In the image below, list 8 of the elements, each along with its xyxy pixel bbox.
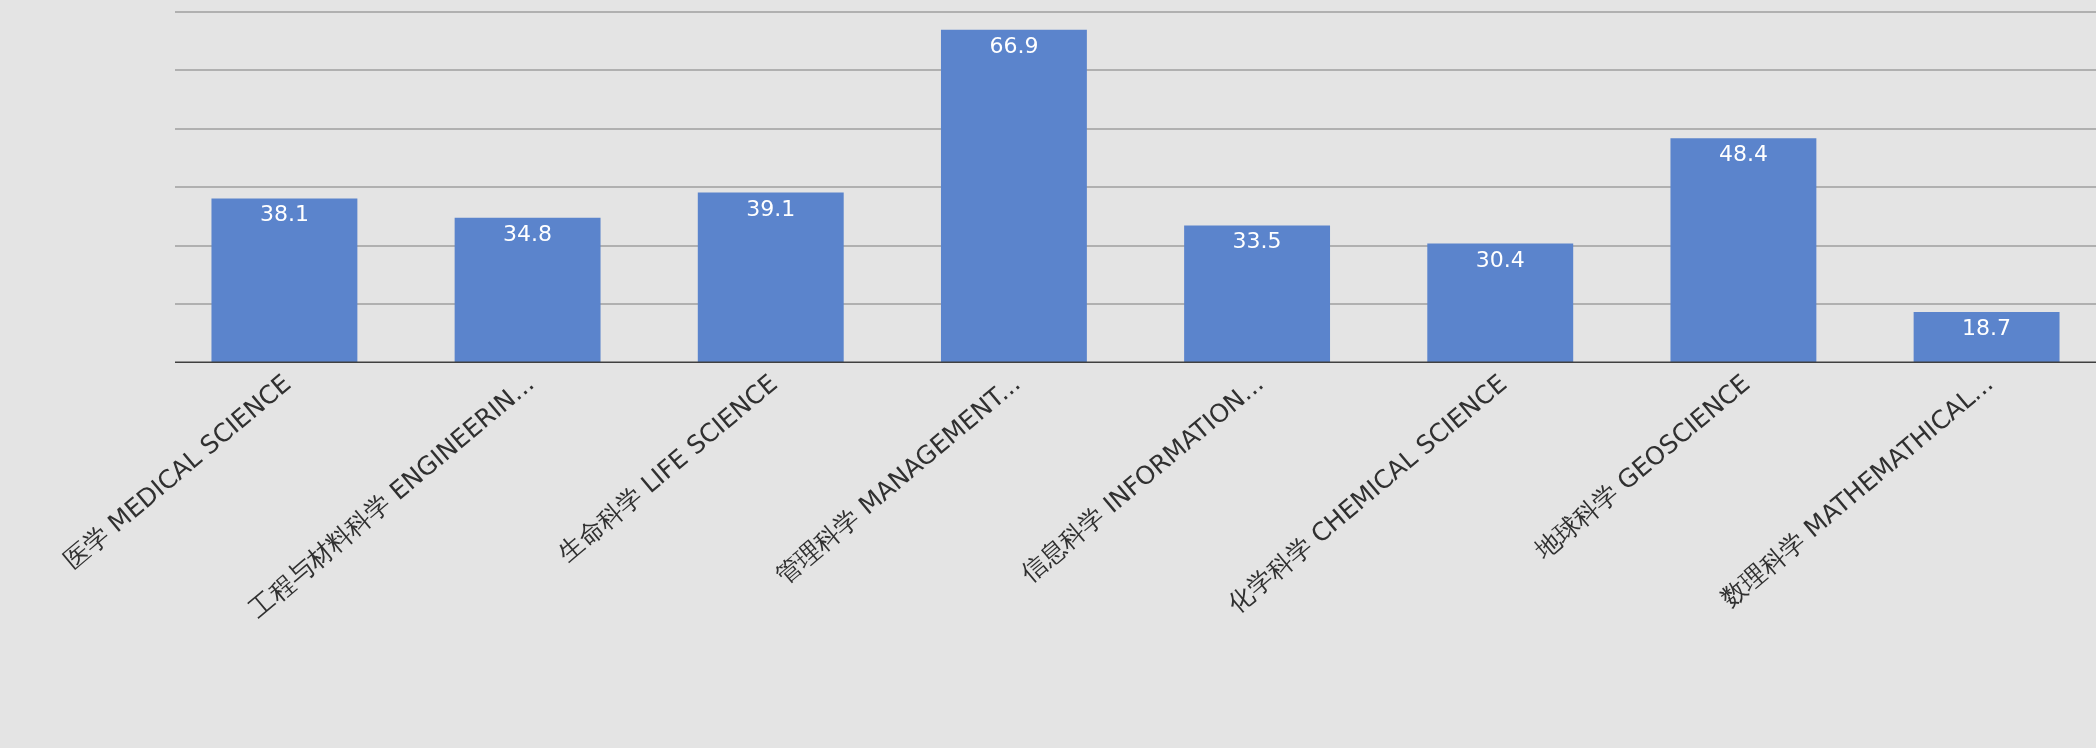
data-label: 38.1 — [259, 201, 309, 227]
data-label: 39.1 — [746, 195, 796, 221]
data-label: 30.4 — [1475, 246, 1525, 272]
data-label: 34.8 — [503, 220, 553, 246]
data-label: 18.7 — [1962, 315, 2012, 341]
data-label: 33.5 — [1232, 228, 1282, 254]
data-label: 48.4 — [1718, 141, 1768, 167]
data-label: 66.9 — [989, 32, 1039, 58]
